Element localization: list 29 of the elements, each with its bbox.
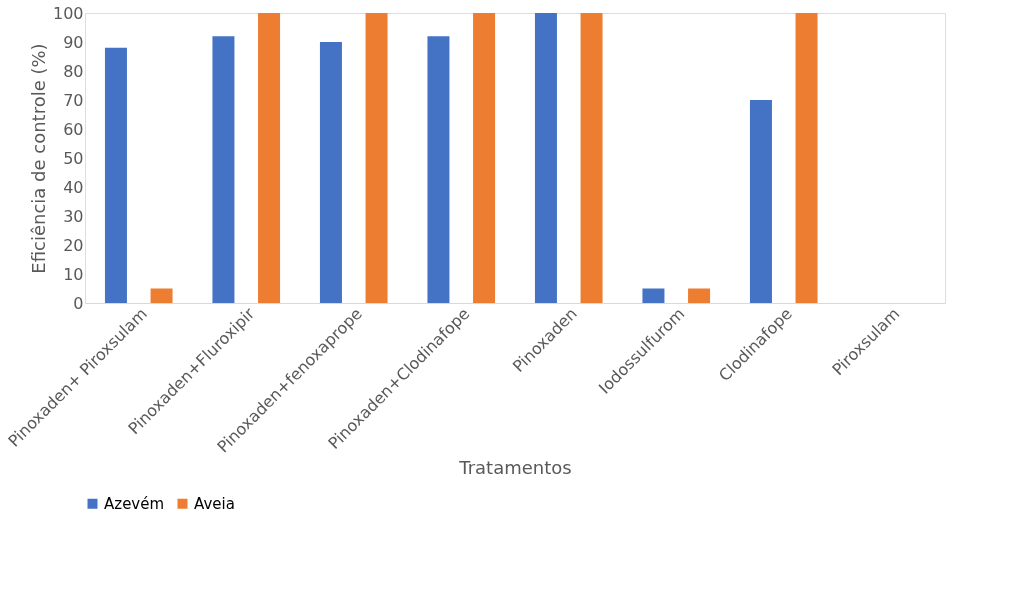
bar <box>795 13 818 303</box>
legend-label: Azevém <box>104 494 165 513</box>
y-tick-label: 0 <box>73 293 84 313</box>
legend-label: Aveia <box>194 494 235 513</box>
bar <box>258 13 281 303</box>
y-tick-label: 40 <box>63 177 84 197</box>
y-tick-label: 10 <box>63 264 84 284</box>
y-axis-title: Eficiência de controle (%) <box>27 43 49 274</box>
bar <box>150 288 173 303</box>
bar <box>534 13 557 303</box>
bar <box>473 13 496 303</box>
bar <box>642 288 665 303</box>
y-tick-label: 90 <box>63 32 84 52</box>
y-tick-label: 30 <box>63 206 84 226</box>
bar <box>749 100 772 303</box>
bar <box>365 13 388 303</box>
bar <box>319 42 342 303</box>
y-tick-label: 60 <box>63 119 84 139</box>
y-tick-label: 100 <box>52 3 84 23</box>
y-tick-label: 20 <box>63 235 84 255</box>
y-tick-label: 50 <box>63 148 84 168</box>
bar <box>427 36 450 303</box>
x-axis-title: Tratamentos <box>458 456 572 478</box>
y-tick-label: 70 <box>63 90 84 110</box>
y-tick-label: 80 <box>63 61 84 81</box>
bar <box>580 13 603 303</box>
bar <box>104 47 127 303</box>
bar <box>212 36 235 303</box>
bar <box>688 288 711 303</box>
